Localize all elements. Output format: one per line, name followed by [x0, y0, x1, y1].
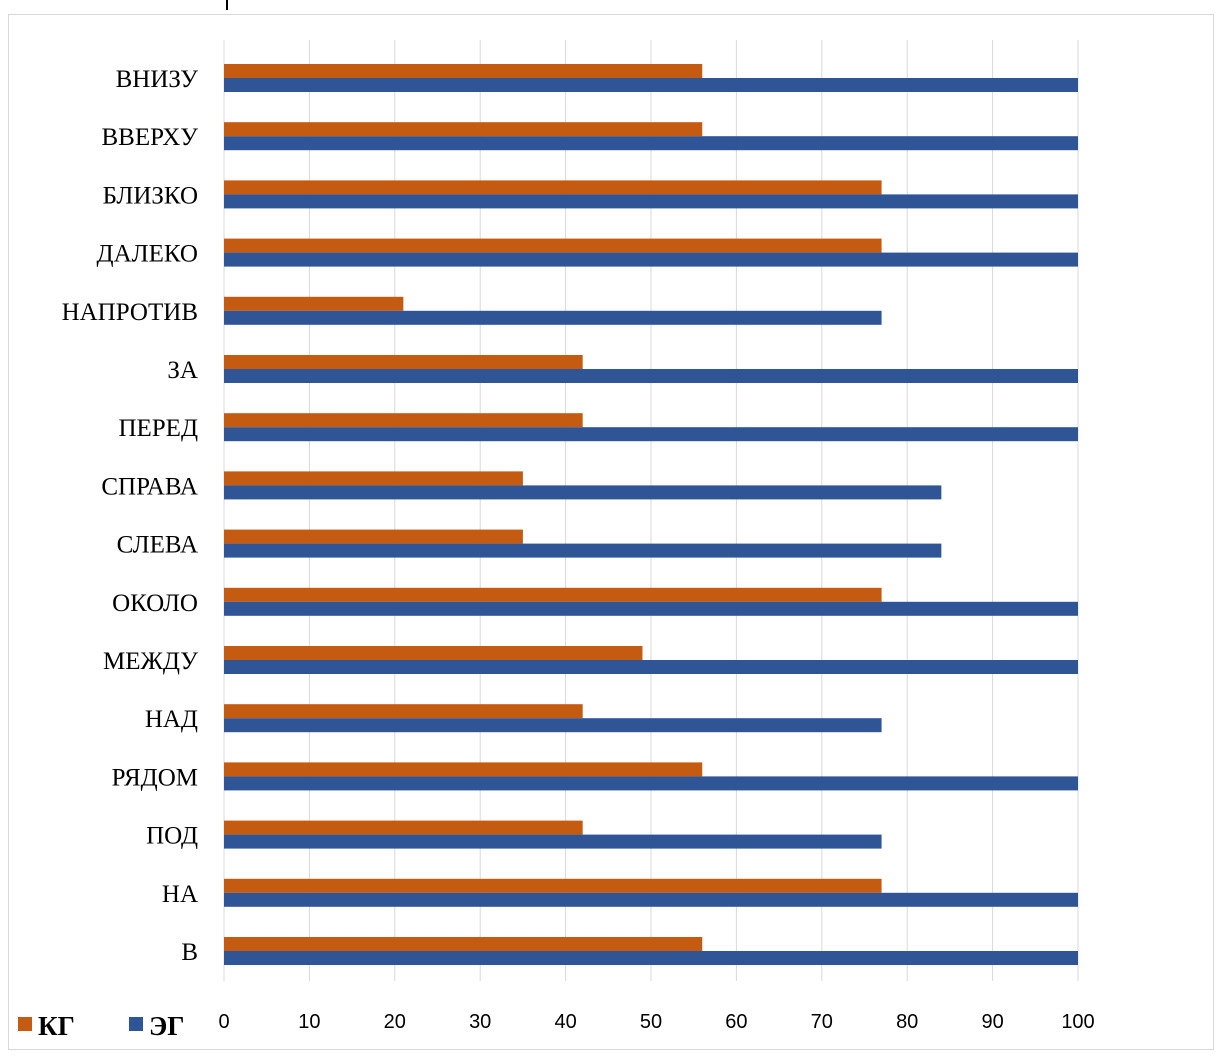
category-label: НАД — [145, 706, 198, 733]
x-tick-label: 30 — [469, 1011, 491, 1033]
category-label: ДАЛЕКО — [97, 241, 198, 268]
category-label: РЯДОМ — [112, 764, 198, 791]
bar-ЭГ-ВНИЗУ — [224, 78, 1078, 92]
category-label: ВВЕРХУ — [101, 124, 198, 151]
x-tick-label: 100 — [1061, 1011, 1094, 1033]
x-tick-label: 50 — [640, 1011, 662, 1033]
category-label: ОКОЛО — [112, 590, 198, 617]
bar-ЭГ-ЗА — [224, 369, 1078, 383]
x-tick-label: 10 — [298, 1011, 320, 1033]
legend: КГ ЭГ — [18, 1011, 185, 1041]
bar-ЭГ-СЛЕВА — [224, 543, 942, 558]
category-label: НАПРОТИВ — [62, 299, 198, 326]
category-label: ВНИЗУ — [116, 66, 199, 93]
cropped-header-fragment — [0, 0, 230, 14]
category-label: НА — [162, 881, 198, 908]
bar-ЭГ-НА — [224, 892, 1078, 907]
bar-ЭГ-НАД — [224, 718, 882, 733]
bar-КГ-ВВЕРХУ — [224, 122, 703, 137]
bar-КГ-В — [224, 937, 703, 951]
bar-ЭГ-ВВЕРХУ — [224, 136, 1078, 151]
category-label: БЛИЗКО — [103, 182, 198, 209]
bar-КГ-ЗА — [224, 355, 583, 369]
bar-КГ-ОКОЛО — [224, 587, 882, 602]
bar-ЭГ-ОКОЛО — [224, 601, 1078, 616]
x-tick-label: 0 — [218, 1011, 229, 1033]
bar-КГ-ПЕРЕД — [224, 413, 583, 428]
bar-ЭГ-РЯДОМ — [224, 776, 1078, 791]
bar-ЭГ-БЛИЗКО — [224, 194, 1078, 209]
x-tick-labels: 0 10 20 30 40 50 60 70 80 90 100 — [218, 1011, 1094, 1033]
bar-КГ-СПРАВА — [224, 471, 523, 486]
bar-КГ-МЕЖДУ — [224, 646, 643, 660]
category-labels: ВНИЗУ ВВЕРХУ БЛИЗКО ДАЛЕКО НАПРОТИВ ЗА ПЕРЕД СП… — [62, 66, 199, 966]
bar-КГ-ДАЛЕКО — [224, 238, 882, 253]
category-label: ЗА — [167, 357, 198, 384]
legend-label: КГ — [38, 1011, 75, 1041]
x-tick-label: 70 — [811, 1011, 833, 1033]
bar-ЭГ-В — [224, 951, 1078, 965]
bar-ЭГ-НАПРОТИВ — [224, 310, 882, 325]
category-label: МЕЖДУ — [103, 648, 198, 675]
bar-ЭГ-ПЕРЕД — [224, 427, 1078, 442]
x-tick-label: 20 — [384, 1011, 406, 1033]
legend-swatch-ЭГ — [129, 1017, 143, 1031]
bar-КГ-РЯДОМ — [224, 762, 703, 777]
legend-label: ЭГ — [149, 1011, 185, 1041]
bar-ЭГ-ДАЛЕКО — [224, 252, 1078, 267]
category-label: СПРАВА — [101, 473, 198, 500]
bar-КГ-ПОД — [224, 820, 583, 835]
category-label: В — [181, 939, 198, 966]
x-tick-label: 80 — [896, 1011, 918, 1033]
bar-КГ-СЛЕВА — [224, 529, 523, 544]
x-tick-label: 40 — [554, 1011, 576, 1033]
bar-КГ-НАПРОТИВ — [224, 296, 404, 311]
category-label: ПОД — [146, 823, 198, 850]
x-tick-label: 60 — [725, 1011, 747, 1033]
category-label: ПЕРЕД — [118, 415, 198, 442]
legend-swatch-КГ — [18, 1017, 32, 1031]
bar-ЭГ-СПРАВА — [224, 485, 942, 500]
bars — [224, 64, 1078, 965]
bar-ЭГ-МЕЖДУ — [224, 660, 1078, 674]
bar-КГ-БЛИЗКО — [224, 180, 882, 195]
x-tick-label: 90 — [981, 1011, 1003, 1033]
bar-КГ-НА — [224, 878, 882, 893]
category-label: СЛЕВА — [117, 532, 198, 559]
bar-КГ-НАД — [224, 704, 583, 719]
bar-ЭГ-ПОД — [224, 834, 882, 849]
bar-КГ-ВНИЗУ — [224, 64, 703, 78]
